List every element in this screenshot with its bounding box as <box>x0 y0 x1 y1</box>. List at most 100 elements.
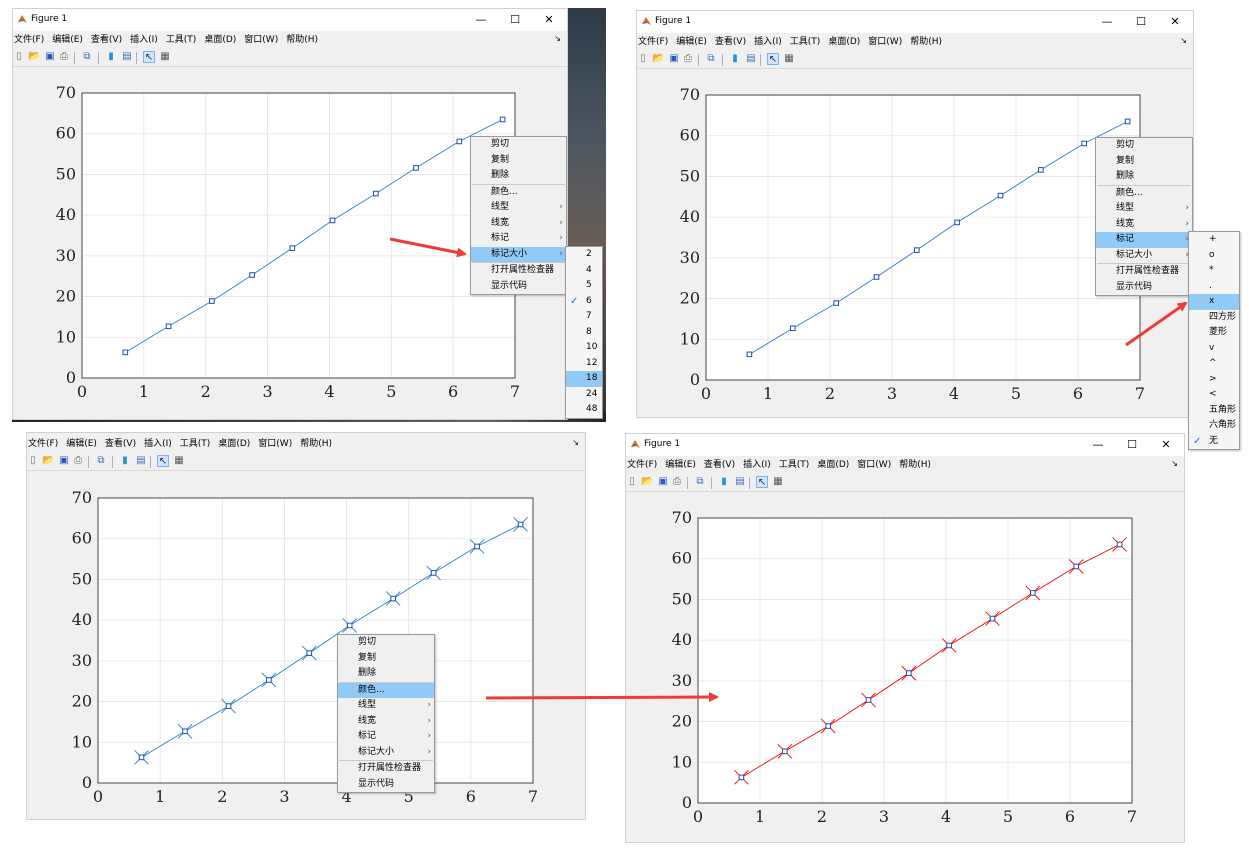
data-point-marker[interactable] <box>985 611 1000 626</box>
title-bar[interactable]: Figure 1 — ☐ ✕ <box>637 11 1193 33</box>
print-icon[interactable]: ⎙ <box>74 455 82 466</box>
data-point-marker[interactable] <box>1124 118 1131 125</box>
series-line[interactable] <box>141 524 521 758</box>
submenu-option[interactable]: 48 <box>566 402 602 418</box>
link-icon[interactable]: ⧉ <box>696 476 704 487</box>
edit-plot-icon[interactable]: ↖ <box>756 476 768 488</box>
data-point-marker[interactable] <box>746 351 753 358</box>
context-menu-item-1[interactable]: 复制 <box>338 651 434 667</box>
print-icon[interactable]: ⎙ <box>673 476 681 487</box>
data-point-marker[interactable] <box>1025 585 1041 601</box>
dock-arrow-icon[interactable]: ↘ <box>572 438 579 447</box>
menu-item-0[interactable]: 文件(F) <box>638 37 669 47</box>
submenu-option[interactable]: 五角形 <box>1189 403 1239 419</box>
dock-arrow-icon[interactable]: ↘ <box>554 34 561 43</box>
save-icon[interactable]: ▣ <box>669 53 679 64</box>
close-icon[interactable]: ✕ <box>544 13 554 26</box>
context-menu-item-0[interactable]: 剪切 <box>471 137 566 153</box>
submenu-option[interactable]: ✓ 无 <box>1189 434 1239 450</box>
menu-item-5[interactable]: 桌面(D) <box>817 460 850 470</box>
open-icon[interactable]: 📂 <box>42 455 55 466</box>
data-point-marker[interactable] <box>342 618 357 633</box>
data-point-marker[interactable] <box>209 298 215 304</box>
context-menu-item-6[interactable]: 标记 › <box>471 231 566 247</box>
data-point-marker[interactable] <box>954 219 960 226</box>
context-menu-item-9[interactable]: 显示代码 <box>471 279 566 295</box>
legend-icon[interactable]: ▤ <box>136 455 146 466</box>
colorbar-icon[interactable]: ▮ <box>122 455 128 466</box>
submenu-option[interactable]: 10 <box>566 340 602 356</box>
submenu-option[interactable]: * <box>1189 263 1239 279</box>
submenu-option[interactable]: 4 <box>566 263 602 279</box>
data-point-marker[interactable] <box>373 190 379 197</box>
data-point-marker[interactable] <box>513 517 528 532</box>
menu-item-1[interactable]: 编辑(E) <box>676 37 707 47</box>
submenu-option[interactable]: 12 <box>566 356 602 372</box>
context-menu-item-0[interactable]: 剪切 <box>1096 138 1192 154</box>
data-point-marker[interactable] <box>456 138 463 145</box>
submenu-option[interactable]: 18 <box>566 371 602 387</box>
context-menu-item-8[interactable]: 打开属性检查器 <box>1096 264 1192 280</box>
context-menu-item-6[interactable]: 标记 › <box>338 729 434 745</box>
data-point-marker[interactable] <box>734 770 749 785</box>
data-point-marker[interactable] <box>777 743 793 759</box>
submenu-option[interactable]: 2 <box>566 247 602 263</box>
series-line[interactable] <box>125 119 503 353</box>
data-point-marker[interactable] <box>790 325 796 332</box>
print-icon[interactable]: ⎙ <box>684 53 692 64</box>
context-menu-item-4[interactable]: 线型 › <box>1096 201 1192 217</box>
open-icon[interactable]: 📂 <box>641 476 654 487</box>
data-point-marker[interactable] <box>1081 140 1087 147</box>
menu-item-1[interactable]: 编辑(E) <box>665 460 696 470</box>
submenu-option[interactable]: x <box>1189 294 1239 310</box>
submenu-option[interactable]: ^ <box>1189 356 1239 372</box>
print-icon[interactable]: ⎙ <box>60 51 68 62</box>
dock-arrow-icon[interactable]: ↘ <box>1180 36 1187 45</box>
submenu-option[interactable]: ✓ 6 <box>566 294 602 310</box>
data-point-marker[interactable] <box>329 217 336 224</box>
property-editor-icon[interactable]: ▦ <box>174 455 184 466</box>
menu-item-0[interactable]: 文件(F) <box>14 35 45 45</box>
menu-item-5[interactable]: 桌面(D) <box>218 439 251 449</box>
property-editor-icon[interactable]: ▦ <box>773 476 783 487</box>
context-menu-item-8[interactable]: 打开属性检查器 <box>338 761 434 777</box>
context-menu-item-8[interactable]: 打开属性检查器 <box>471 263 566 279</box>
context-menu-item-5[interactable]: 线宽 › <box>471 216 566 232</box>
data-point-marker[interactable] <box>385 591 401 606</box>
new-figure-icon[interactable]: ▯ <box>30 455 36 466</box>
submenu-option[interactable]: 菱形 <box>1189 325 1239 341</box>
data-point-marker[interactable] <box>820 718 836 734</box>
open-icon[interactable]: 📂 <box>28 51 41 62</box>
menu-item-7[interactable]: 帮助(H) <box>910 37 942 47</box>
submenu-option[interactable]: + <box>1189 232 1239 248</box>
colorbar-icon[interactable]: ▮ <box>721 476 727 487</box>
menu-item-0[interactable]: 文件(F) <box>28 439 59 449</box>
context-menu-item-1[interactable]: 复制 <box>1096 154 1192 170</box>
context-menu-item-3[interactable]: 颜色... <box>471 185 566 201</box>
context-menu-item-3[interactable]: 颜色... <box>1096 186 1192 202</box>
data-point-marker[interactable] <box>1068 559 1084 574</box>
menu-item-6[interactable]: 窗口(W) <box>244 35 279 45</box>
submenu-option[interactable]: < <box>1189 387 1239 403</box>
save-icon[interactable]: ▣ <box>45 51 55 62</box>
close-icon[interactable]: ✕ <box>1170 15 1180 28</box>
data-point-marker[interactable] <box>861 692 876 708</box>
submenu-option[interactable]: 7 <box>566 309 602 325</box>
context-menu-item-4[interactable]: 线型 › <box>471 200 566 216</box>
menu-item-4[interactable]: 工具(T) <box>165 35 197 45</box>
data-point-marker[interactable] <box>122 349 129 356</box>
context-menu-item-2[interactable]: 删除 <box>338 666 434 682</box>
data-point-marker[interactable] <box>469 539 485 554</box>
menu-item-5[interactable]: 桌面(D) <box>828 37 861 47</box>
context-menu-item-5[interactable]: 线宽 › <box>338 714 434 730</box>
submenu-option[interactable]: o <box>1189 248 1239 264</box>
title-bar[interactable]: Figure 1 — ☐ ✕ <box>626 434 1184 456</box>
menu-item-6[interactable]: 窗口(W) <box>868 37 903 47</box>
data-point-marker[interactable] <box>901 665 917 681</box>
data-point-marker[interactable] <box>426 565 441 581</box>
data-point-marker[interactable] <box>873 274 880 280</box>
data-point-marker[interactable] <box>499 116 506 123</box>
data-point-marker[interactable] <box>249 272 255 278</box>
